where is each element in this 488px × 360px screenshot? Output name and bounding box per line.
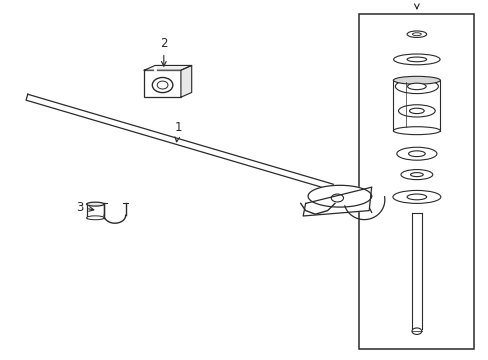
Ellipse shape bbox=[410, 173, 422, 177]
Ellipse shape bbox=[407, 151, 424, 157]
Polygon shape bbox=[307, 185, 371, 207]
Ellipse shape bbox=[396, 147, 436, 160]
Ellipse shape bbox=[392, 190, 440, 203]
Polygon shape bbox=[303, 187, 371, 216]
Ellipse shape bbox=[392, 127, 439, 135]
Polygon shape bbox=[144, 66, 191, 70]
Ellipse shape bbox=[411, 328, 421, 334]
Text: 1: 1 bbox=[174, 121, 182, 142]
Ellipse shape bbox=[394, 79, 437, 94]
Ellipse shape bbox=[400, 170, 432, 180]
Ellipse shape bbox=[86, 216, 104, 220]
Ellipse shape bbox=[411, 33, 421, 36]
Polygon shape bbox=[26, 94, 333, 190]
Ellipse shape bbox=[406, 57, 426, 62]
Ellipse shape bbox=[407, 83, 425, 90]
Ellipse shape bbox=[398, 105, 434, 117]
Polygon shape bbox=[181, 66, 191, 97]
Ellipse shape bbox=[86, 202, 104, 206]
Text: 2: 2 bbox=[160, 37, 167, 66]
Text: 4: 4 bbox=[412, 0, 420, 9]
Ellipse shape bbox=[406, 31, 426, 37]
Text: 3: 3 bbox=[76, 201, 94, 213]
Ellipse shape bbox=[157, 81, 168, 89]
Ellipse shape bbox=[392, 76, 439, 84]
Ellipse shape bbox=[152, 77, 173, 93]
Ellipse shape bbox=[393, 54, 439, 65]
Ellipse shape bbox=[409, 108, 424, 114]
Ellipse shape bbox=[406, 194, 426, 200]
Polygon shape bbox=[144, 70, 181, 97]
